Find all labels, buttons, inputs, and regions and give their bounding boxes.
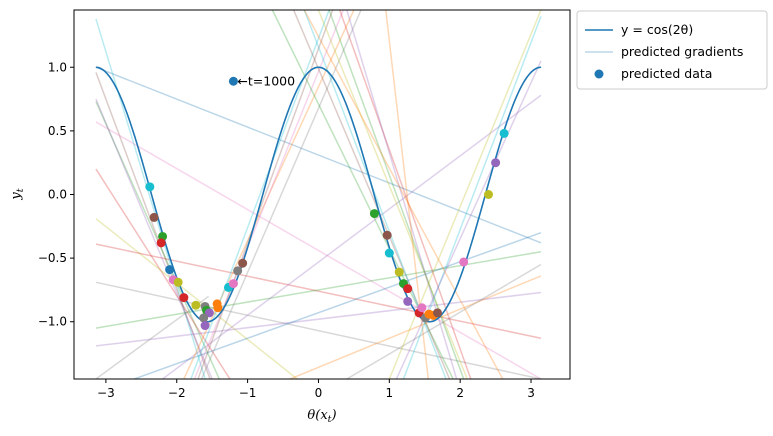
gradient-line [95,251,542,329]
predicted-point [165,265,175,275]
x-tick-label: −3 [97,386,115,400]
gradient-line [328,10,465,379]
gradient-line [197,10,334,379]
x-axis-label: θ(xt) [307,408,336,425]
predicted-point [228,279,238,289]
gradient-line [200,10,362,379]
gradient-line [193,10,344,379]
y-tick-label: 0.0 [48,188,67,202]
legend-gradients-label: predicted gradients [621,44,743,59]
predicted-point [382,230,392,240]
gradient-line [95,121,542,379]
gradient-line [183,10,355,379]
gradient-line [95,218,298,379]
predicted-point [228,76,238,86]
cos-curve-line [95,66,542,323]
gradient-line [289,275,542,379]
x-tick-label: −1 [239,386,257,400]
gradient-line [402,16,542,379]
predicted-point [432,308,442,318]
legend-points-swatch [594,69,604,79]
predicted-point [200,321,210,331]
predicted-point [459,257,469,267]
predicted-point [145,182,155,192]
predicted-point [403,296,413,306]
gradient-line [388,10,542,379]
y-tick-label: 0.5 [48,124,67,138]
predicted-point [233,266,243,276]
gradient-line [133,231,542,379]
gradient-line [395,60,542,379]
gradient-line [95,66,542,244]
x-tick-label: −2 [168,386,186,400]
plot-area: ←t=1000 [73,9,571,380]
gradient-line [95,168,231,379]
predicted-point [369,209,379,219]
gradient-line [95,295,210,379]
gradient-line [95,98,213,379]
predicted-point [484,190,494,199]
gradient-line [95,281,542,379]
predicted-point [173,277,183,287]
predicted-point [417,303,427,313]
predicted-point [179,293,189,303]
y-axis-label: yt [9,188,26,200]
x-axis-ticks: −3 −2 −1 0 1 2 3 [97,379,535,400]
gradient-line [95,72,211,379]
x-tick-label: 0 [315,386,323,400]
predicted-point [213,303,223,313]
gradient-line [317,10,468,379]
predicted-point [238,258,248,268]
gradient-line [346,263,542,379]
predicted-point [191,300,201,310]
gradient-line [95,291,542,347]
predicted-point [384,248,394,258]
x-tick-label: 2 [456,386,464,400]
gradient-line [339,10,472,379]
legend: y = cos(2θ) predicted gradients predicte… [576,10,768,90]
predicted-point [149,212,159,222]
predicted-point [499,128,509,138]
annotation-t1000: ←t=1000 [237,73,295,88]
gradient-line [95,243,542,340]
gradient-line [190,10,330,379]
legend-curve-label: y = cos(2θ) [621,22,693,37]
gradient-lines [95,10,542,379]
predicted-point [394,267,404,277]
predicted-points [145,76,509,331]
y-axis-ticks: −1.0 −0.5 0.0 0.5 1.0 [38,60,74,329]
y-tick-label: −1.0 [38,315,67,329]
predicted-point [156,238,166,248]
legend-box [576,10,768,90]
gradient-line [162,94,542,379]
y-tick-label: 1.0 [48,60,67,74]
legend-points-label: predicted data [621,66,712,81]
predicted-point [491,158,501,168]
gradient-line [95,18,206,379]
predicted-point [403,284,413,294]
x-tick-label: 1 [385,386,393,400]
predicted-point [199,313,209,323]
gradient-line [303,10,504,379]
x-tick-label: 3 [527,386,535,400]
y-tick-label: −0.5 [38,251,67,265]
